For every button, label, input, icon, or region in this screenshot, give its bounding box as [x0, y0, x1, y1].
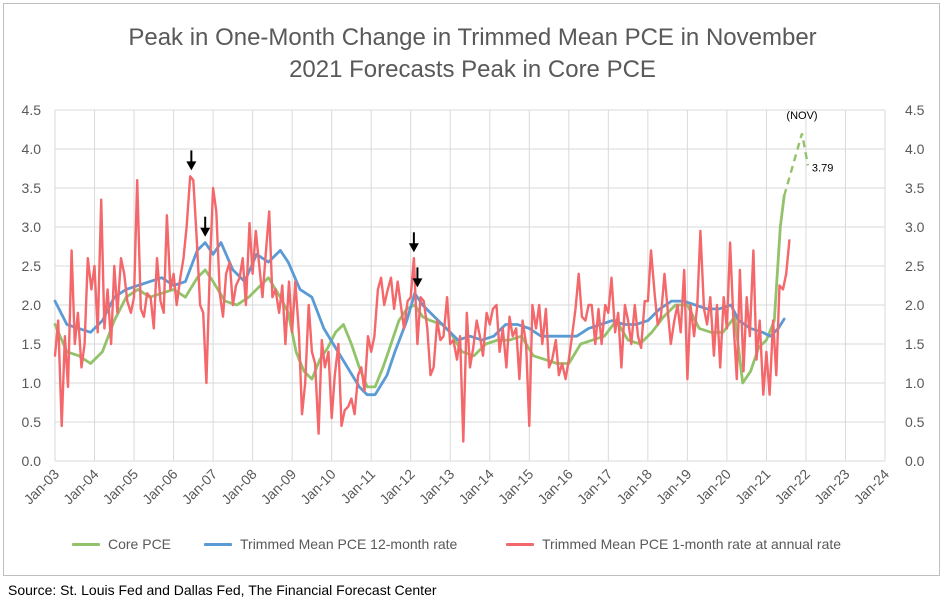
x-tick-label: Jan-06: [139, 466, 181, 508]
chart-legend: Core PCE Trimmed Mean PCE 12-month rate …: [0, 536, 945, 558]
y-tick-label-left: 4.0: [22, 141, 42, 157]
x-axis-tick-labels: Jan-03Jan-04Jan-05Jan-06Jan-07Jan-08Jan-…: [21, 466, 893, 508]
x-tick-label: Jan-10: [297, 466, 339, 508]
left-y-axis-tick-labels: 0.0 0.5 1.0 1.5 2.0 2.5 3.0 3.5 4.0 4.5: [22, 102, 42, 469]
right-y-axis-tick-labels: 0.0 0.5 1.0 1.5 2.0 2.5 3.0 3.5 4.0 4.5: [905, 102, 925, 469]
y-tick-label-left: 1.5: [22, 336, 42, 352]
annotation-forecast-value: 3.79: [812, 162, 833, 174]
legend-label-core-pce: Core PCE: [108, 536, 172, 552]
x-tick-label: Jan-21: [732, 466, 774, 508]
y-tick-label-right: 2.0: [905, 297, 925, 313]
chart-title-line-1: Peak in One-Month Change in Trimmed Mean…: [128, 24, 817, 51]
x-tick-label: Jan-11: [337, 466, 378, 507]
x-tick-label: Jan-04: [60, 466, 102, 508]
legend-label-trimmed-12m: Trimmed Mean PCE 12-month rate: [240, 536, 458, 552]
y-tick-label-right: 4.0: [905, 141, 925, 157]
y-tick-label-left: 2.0: [22, 297, 42, 313]
x-tick-label: Jan-16: [534, 466, 576, 508]
y-tick-label-left: 2.5: [22, 258, 42, 274]
y-tick-label-left: 3.0: [22, 219, 42, 235]
x-tick-label: Jan-13: [416, 466, 458, 508]
x-tick-label: Jan-09: [258, 466, 300, 508]
legend-swatch-core-pce: [72, 542, 100, 546]
chart-title-line-2: 2021 Forecasts Peak in Core PCE: [289, 56, 656, 83]
x-tick-label: Jan-17: [574, 466, 616, 508]
legend-item-core-pce: Core PCE: [72, 536, 171, 552]
x-tick-label: Jan-20: [692, 466, 734, 508]
x-tick-label: Jan-03: [21, 466, 63, 508]
x-tick-label: Jan-05: [100, 466, 142, 508]
peak-arrow-icon: [412, 267, 423, 288]
series-line-trimmed-1m: [53, 175, 791, 443]
x-tick-label: Jan-08: [218, 466, 260, 508]
y-tick-label-left: 3.5: [22, 180, 42, 196]
y-tick-label-left: 0.5: [22, 414, 42, 430]
x-tick-label: Jan-22: [771, 466, 813, 508]
y-tick-label-left: 0.0: [22, 453, 42, 469]
x-tick-label: Jan-23: [811, 466, 853, 508]
y-tick-label-right: 1.5: [905, 336, 925, 352]
y-tick-label-right: 0.0: [905, 453, 925, 469]
y-tick-label-right: 3.0: [905, 219, 925, 235]
legend-label-trimmed-1m: Trimmed Mean PCE 1-month rate at annual …: [542, 536, 842, 552]
chart-title: Peak in One-Month Change in Trimmed Mean…: [0, 22, 945, 86]
x-tick-label: Jan-19: [653, 466, 695, 508]
peak-arrow-icon: [200, 216, 211, 237]
y-tick-label-right: 3.5: [905, 180, 925, 196]
y-tick-label-left: 1.0: [22, 375, 42, 391]
y-tick-label-left: 4.5: [22, 102, 42, 118]
source-note: Source: St. Louis Fed and Dallas Fed, Th…: [8, 582, 437, 598]
y-tick-label-right: 1.0: [905, 375, 925, 391]
x-tick-label: Jan-12: [376, 466, 418, 508]
peak-arrow-icon: [186, 150, 197, 171]
peak-arrow-icon: [408, 232, 419, 253]
annotation-nov: (NOV): [786, 110, 817, 122]
legend-item-trimmed-12m: Trimmed Mean PCE 12-month rate: [204, 536, 457, 552]
legend-swatch-trimmed-12m: [204, 542, 232, 546]
x-tick-label: Jan-07: [179, 466, 221, 508]
legend-swatch-trimmed-1m: [506, 542, 534, 546]
legend-item-trimmed-1m: Trimmed Mean PCE 1-month rate at annual …: [506, 536, 841, 552]
y-tick-label-right: 2.5: [905, 258, 925, 274]
x-tick-label: Jan-14: [455, 466, 497, 508]
annotations-layer: (NOV) 3.79: [186, 110, 833, 288]
y-tick-label-right: 4.5: [905, 102, 925, 118]
series-line-core-pce-forecast: [783, 133, 810, 197]
x-tick-label: Jan-24: [851, 466, 893, 508]
series-layer: [53, 133, 810, 443]
x-tick-label: Jan-15: [495, 466, 537, 508]
x-tick-label: Jan-18: [613, 466, 655, 508]
y-tick-label-right: 0.5: [905, 414, 925, 430]
